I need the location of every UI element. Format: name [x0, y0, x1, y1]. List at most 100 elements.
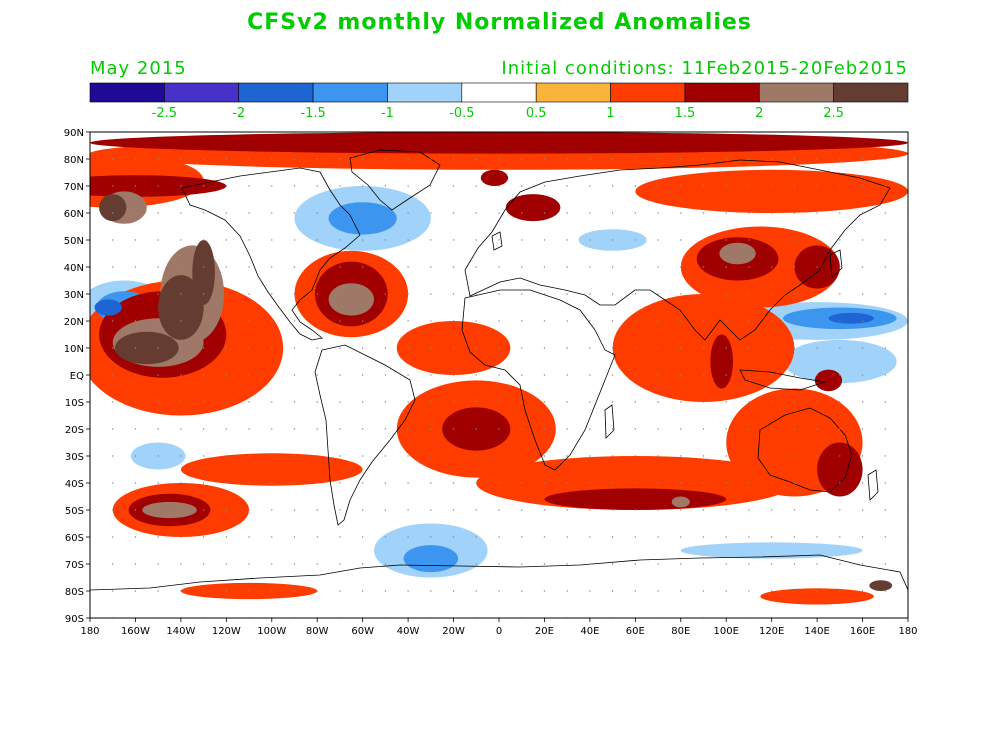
- grid-dot: [112, 401, 114, 403]
- grid-dot: [452, 401, 455, 403]
- grid-dot: [839, 401, 841, 403]
- anomaly-region: [760, 588, 874, 605]
- grid-dot: [611, 320, 614, 322]
- grid-dot: [271, 590, 273, 592]
- lat-tick-label: 10N: [64, 344, 84, 355]
- grid-dot: [793, 509, 796, 511]
- grid-dot: [225, 374, 228, 376]
- grid-dot: [293, 239, 296, 241]
- grid-dot: [748, 212, 750, 214]
- grid-dot: [225, 293, 228, 295]
- coastline-uk: [491, 231, 503, 251]
- grid-dot: [702, 563, 705, 565]
- lat-tick-label: 30S: [65, 452, 84, 463]
- grid-dot: [884, 212, 886, 214]
- grid-dot: [157, 320, 159, 322]
- grid-dot: [657, 536, 659, 538]
- grid-dot: [180, 374, 182, 376]
- grid-dot: [543, 239, 546, 241]
- grid-dot: [407, 428, 409, 430]
- grid-dot: [157, 239, 159, 241]
- grid-dot: [702, 212, 705, 214]
- colorbar-tick-label: -0.5: [449, 106, 474, 121]
- anomaly-region: [328, 202, 397, 235]
- grid-dot: [680, 320, 682, 322]
- grid-dot: [452, 536, 455, 538]
- grid-dot: [816, 536, 818, 538]
- lon-tick-label: 120W: [212, 626, 241, 637]
- grid-dot: [498, 563, 500, 565]
- grid-dot: [793, 563, 796, 565]
- anomaly-region: [480, 169, 509, 186]
- grid-dot: [884, 536, 886, 538]
- grid-dot: [566, 482, 568, 484]
- grid-dot: [589, 185, 591, 187]
- grid-dot: [793, 428, 796, 430]
- grid-dot: [361, 158, 364, 160]
- grid-dot: [339, 239, 341, 241]
- grid-dot: [725, 536, 727, 538]
- lat-tick-label: 10S: [65, 398, 84, 409]
- grid-dot: [271, 374, 273, 376]
- grid-dot: [498, 239, 500, 241]
- colorbar-tick-label: 0.5: [526, 106, 547, 121]
- grid-dot: [521, 374, 523, 376]
- grid-dot: [498, 185, 500, 187]
- grid-dot: [180, 401, 182, 403]
- grid-dot: [430, 590, 432, 592]
- grid-dot: [180, 536, 182, 538]
- grid-dot: [702, 185, 705, 187]
- grid-dot: [634, 509, 637, 511]
- grid-dot: [816, 563, 818, 565]
- grid-dot: [475, 347, 477, 349]
- grid-dot: [180, 563, 182, 565]
- grid-dot: [521, 401, 523, 403]
- grid-dot: [793, 401, 796, 403]
- lat-tick-label: 60N: [64, 209, 84, 220]
- grid-dot: [816, 482, 818, 484]
- grid-dot: [634, 536, 637, 538]
- grid-dot: [134, 266, 137, 268]
- grid-dot: [293, 428, 296, 430]
- colorbar-swatch: [684, 82, 760, 103]
- grid-dot: [316, 563, 318, 565]
- grid-dot: [339, 158, 341, 160]
- valid-month-label: May 2015: [90, 58, 187, 79]
- grid-dot: [430, 536, 432, 538]
- grid-dot: [225, 428, 228, 430]
- grid-dot: [725, 401, 727, 403]
- grid-dot: [202, 563, 205, 565]
- anomaly-region: [814, 369, 843, 392]
- grid-dot: [816, 455, 818, 457]
- grid-dot: [293, 266, 296, 268]
- grid-dot: [839, 482, 841, 484]
- grid-dot: [498, 347, 500, 349]
- grid-dot: [657, 482, 659, 484]
- grid-dot: [157, 509, 159, 511]
- grid-dot: [293, 401, 296, 403]
- grid-dot: [521, 158, 523, 160]
- grid-dot: [839, 455, 841, 457]
- grid-dot: [770, 347, 773, 349]
- grid-dot: [521, 482, 523, 484]
- grid-dot: [316, 212, 318, 214]
- grid-dot: [680, 428, 682, 430]
- grid-dot: [339, 563, 341, 565]
- grid-dot: [430, 509, 432, 511]
- lon-tick-label: 160W: [121, 626, 150, 637]
- grid-dot: [134, 590, 137, 592]
- grid-dot: [543, 347, 546, 349]
- grid-dot: [452, 455, 455, 457]
- grid-dot: [475, 158, 477, 160]
- grid-dot: [861, 212, 864, 214]
- lat-tick-label: 90S: [65, 614, 84, 625]
- grid-dot: [498, 374, 500, 376]
- grid-dot: [748, 455, 750, 457]
- grid-dot: [271, 455, 273, 457]
- grid-dot: [770, 455, 773, 457]
- grid-dot: [543, 185, 546, 187]
- grid-dot: [680, 239, 682, 241]
- grid-dot: [543, 455, 546, 457]
- grid-dot: [861, 158, 864, 160]
- grid-dot: [770, 239, 773, 241]
